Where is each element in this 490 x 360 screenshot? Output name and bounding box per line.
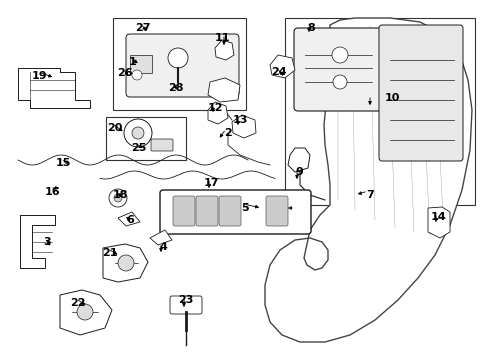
Bar [130, 55, 152, 73]
Text: 10: 10 [384, 93, 400, 103]
Polygon shape [208, 78, 240, 102]
FancyBboxPatch shape [266, 196, 288, 226]
Polygon shape [18, 68, 90, 108]
Polygon shape [265, 18, 472, 342]
FancyBboxPatch shape [151, 139, 173, 151]
Circle shape [124, 119, 152, 147]
Circle shape [109, 189, 127, 207]
Bar [106, 117, 186, 160]
Text: 5: 5 [241, 203, 249, 213]
Text: 4: 4 [159, 242, 167, 252]
Text: 15: 15 [55, 158, 71, 168]
Text: 11: 11 [214, 33, 230, 43]
Circle shape [168, 48, 188, 68]
Polygon shape [215, 40, 234, 60]
Text: 18: 18 [112, 190, 128, 200]
Text: 27: 27 [135, 23, 151, 33]
Polygon shape [288, 148, 310, 172]
Text: 26: 26 [117, 68, 133, 78]
FancyBboxPatch shape [219, 196, 241, 226]
Text: 1: 1 [129, 57, 137, 67]
FancyBboxPatch shape [170, 296, 202, 314]
Text: 17: 17 [203, 178, 219, 188]
Circle shape [114, 194, 122, 202]
FancyBboxPatch shape [294, 28, 382, 111]
Text: 7: 7 [366, 190, 374, 200]
Circle shape [118, 255, 134, 271]
Polygon shape [20, 215, 55, 268]
Text: 12: 12 [207, 103, 223, 113]
Circle shape [333, 75, 347, 89]
Text: 2: 2 [224, 128, 232, 138]
FancyBboxPatch shape [160, 190, 311, 234]
Text: 19: 19 [31, 71, 47, 81]
Text: 21: 21 [102, 248, 118, 258]
Text: 6: 6 [126, 215, 134, 225]
Polygon shape [103, 244, 148, 282]
Bar [285, 18, 475, 205]
Circle shape [332, 47, 348, 63]
Circle shape [77, 304, 93, 320]
Text: 22: 22 [70, 298, 86, 308]
Text: 14: 14 [430, 212, 446, 222]
Text: 13: 13 [232, 115, 247, 125]
Polygon shape [150, 230, 172, 245]
Polygon shape [232, 115, 256, 138]
Polygon shape [118, 212, 140, 226]
Polygon shape [60, 290, 112, 335]
Polygon shape [428, 207, 450, 238]
Circle shape [132, 70, 142, 80]
FancyBboxPatch shape [196, 196, 218, 226]
Text: 16: 16 [44, 187, 60, 197]
Text: 8: 8 [307, 23, 315, 33]
Text: 24: 24 [271, 67, 287, 77]
Text: 25: 25 [131, 143, 147, 153]
Circle shape [132, 127, 144, 139]
Text: 28: 28 [168, 83, 184, 93]
Text: 3: 3 [43, 237, 51, 247]
Text: 23: 23 [178, 295, 194, 305]
Polygon shape [270, 55, 295, 78]
Text: 20: 20 [107, 123, 122, 133]
FancyBboxPatch shape [379, 25, 463, 161]
FancyBboxPatch shape [173, 196, 195, 226]
Polygon shape [208, 102, 228, 124]
Bar [113, 18, 246, 110]
Text: 9: 9 [295, 167, 303, 177]
FancyBboxPatch shape [126, 34, 239, 97]
